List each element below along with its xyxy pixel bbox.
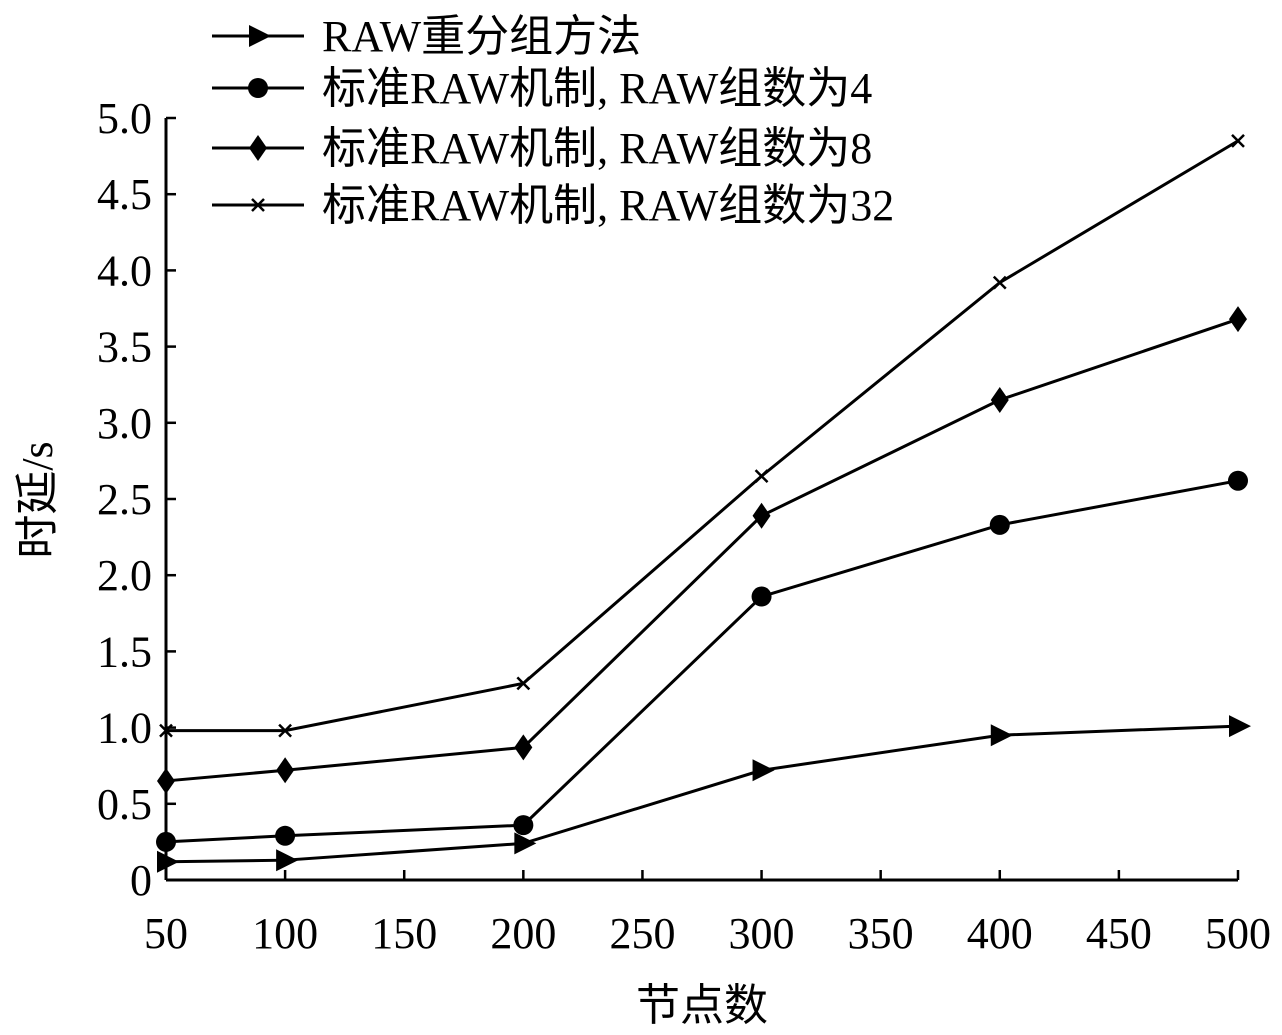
series-4-line (166, 139, 1239, 733)
y-tick-label: 3.0 (97, 399, 152, 448)
series-4-point (516, 676, 531, 691)
x-tick-label: 150 (371, 909, 437, 958)
x-tick-label: 100 (252, 909, 318, 958)
series-1-point (276, 849, 299, 872)
series-2-line (165, 479, 1239, 844)
x-tick-label: 200 (490, 909, 556, 958)
x-ticks: 50 100 150 200 250 300 350 400 450 500 (144, 870, 1271, 958)
series-2-point (989, 514, 1010, 535)
y-tick-label: 5.0 (97, 94, 152, 143)
x-tick-label: 500 (1205, 909, 1271, 958)
legend-swatch-marker (251, 198, 265, 212)
y-tick-label: 2.0 (97, 551, 152, 600)
series-1 (157, 715, 1251, 873)
legend-swatch-marker (248, 78, 268, 98)
x-tick-label: 450 (1086, 909, 1152, 958)
y-tick-label: 3.5 (97, 323, 152, 372)
series-3 (157, 306, 1247, 794)
series-layer (156, 133, 1251, 873)
series-4-point (159, 723, 173, 738)
x-tick-label: 300 (729, 909, 795, 958)
y-ticks: 0 0.5 1.0 1.5 2.0 2.5 3.0 3.5 4.0 4.5 5.0 (97, 94, 176, 905)
series-3-point (276, 757, 295, 784)
series-3-point (157, 767, 175, 794)
x-tick-label: 50 (144, 909, 188, 958)
y-tick-label: 0 (130, 856, 152, 905)
series-3-point (514, 734, 533, 761)
series-1-line (165, 724, 1239, 864)
y-tick-label: 1.5 (97, 627, 152, 676)
series-4-point (1231, 133, 1245, 148)
legend-label: 标准RAW机制, RAW组数为32 (322, 181, 894, 230)
series-1-point (514, 832, 537, 855)
legend-swatch-marker (249, 135, 267, 161)
legend-swatch-marker (249, 25, 271, 47)
x-tick-label: 400 (967, 909, 1033, 958)
series-2-point (513, 815, 534, 836)
series-1-point (1229, 715, 1251, 738)
series-1-point (990, 724, 1013, 747)
y-tick-label: 2.5 (97, 475, 152, 524)
series-1-point (752, 759, 775, 782)
legend-label: RAW重分组方法 (322, 12, 641, 61)
legend-item: 标准RAW机制, RAW组数为8 (212, 124, 872, 173)
series-2-point (275, 825, 296, 846)
series-2-point (1228, 470, 1248, 491)
series-1-point (157, 850, 179, 873)
x-tick-label: 250 (609, 909, 675, 958)
series-4-point (992, 275, 1007, 290)
legend-item: 标准RAW机制, RAW组数为4 (212, 64, 872, 113)
x-tick-label: 350 (848, 909, 914, 958)
legend-item: RAW重分组方法 (212, 12, 641, 61)
y-tick-label: 0.5 (97, 780, 152, 829)
legend-label: 标准RAW机制, RAW组数为4 (322, 64, 872, 113)
series-2-point (751, 586, 772, 607)
series-2 (156, 470, 1248, 852)
y-axis-title: 时延/s (13, 441, 62, 558)
series-2-point (156, 831, 176, 852)
series-3-point (752, 502, 771, 529)
series-3-point (1229, 306, 1247, 333)
legend-label: 标准RAW机制, RAW组数为8 (322, 124, 872, 173)
series-4-point (278, 723, 292, 738)
y-tick-label: 1.0 (97, 704, 152, 753)
y-tick-label: 4.5 (97, 170, 152, 219)
legend-item: 标准RAW机制, RAW组数为32 (212, 181, 894, 230)
series-4-point (754, 469, 769, 484)
series-3-line (165, 317, 1239, 783)
series-4 (159, 133, 1245, 738)
y-tick-label: 4.0 (97, 246, 152, 295)
x-axis-title: 节点数 (636, 981, 768, 1030)
series-3-point (990, 386, 1009, 413)
